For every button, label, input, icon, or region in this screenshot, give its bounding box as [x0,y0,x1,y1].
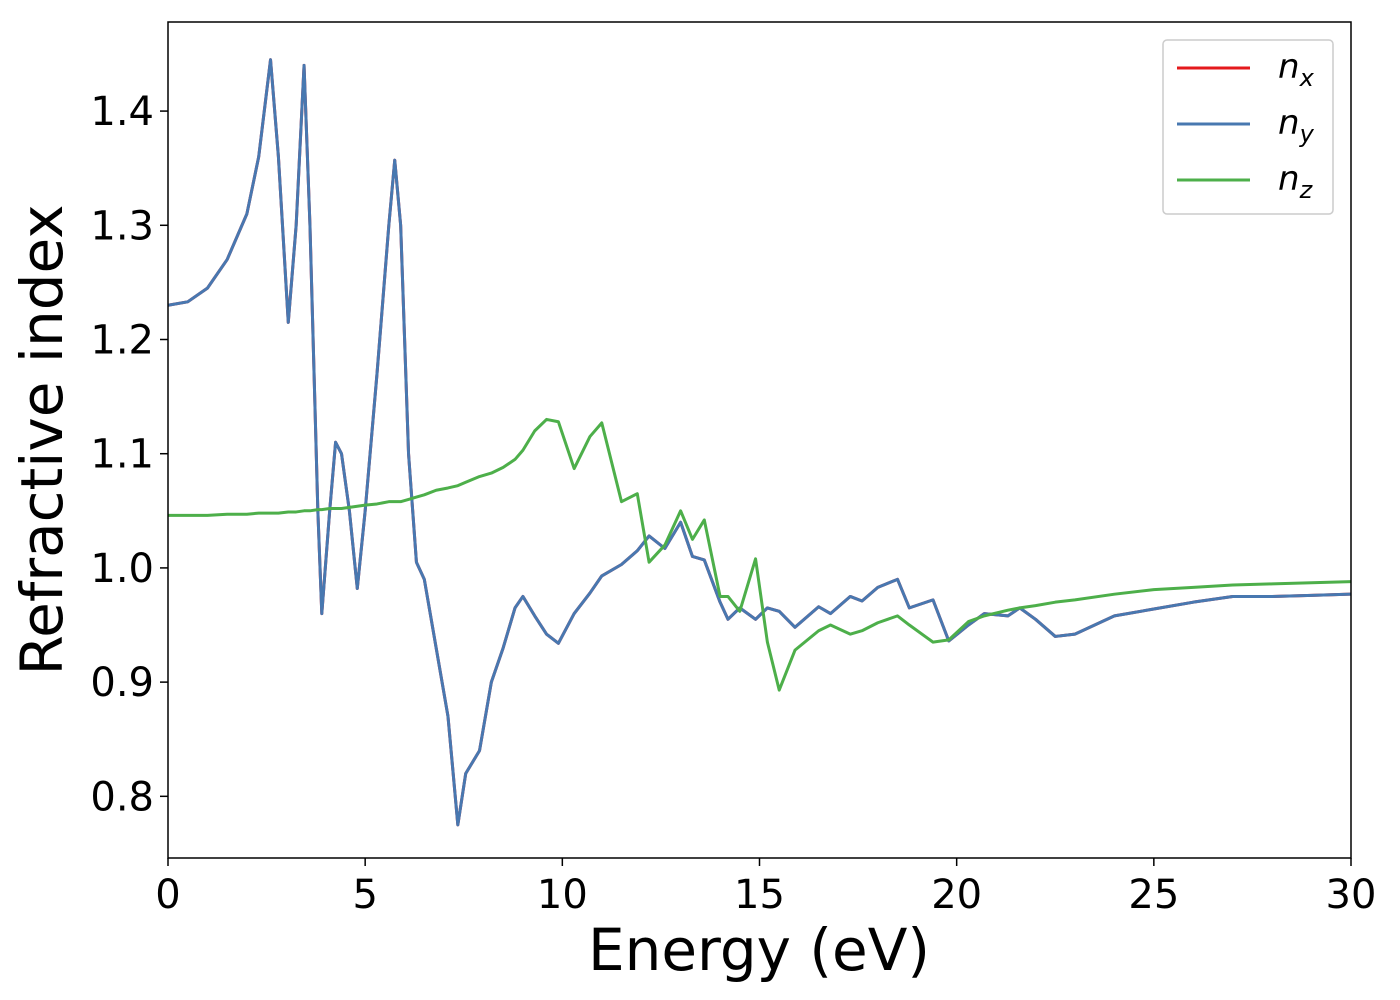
y-tick-label: 1.2 [90,317,154,363]
x-tick-label: 25 [1128,872,1179,918]
x-tick-label: 10 [537,872,588,918]
x-tick-label: 0 [155,872,180,918]
x-axis-label: Energy (eV) [588,916,930,984]
x-tick-label: 30 [1326,872,1377,918]
x-tick-label: 5 [352,872,377,918]
y-tick-label: 1.1 [90,432,154,478]
y-tick-label: 0.9 [90,660,154,706]
y-tick-label: 0.8 [90,774,154,820]
y-axis-label: Refractive index [8,204,76,675]
series-line [167,58,1352,827]
legend-box [1162,39,1334,215]
y-tick-label: 1.4 [90,89,154,135]
x-tick-label: 15 [734,872,785,918]
x-tick-label: 20 [931,872,982,918]
y-tick-label: 1.3 [90,203,154,249]
legend-label: nx [1278,47,1315,92]
legend-label: ny [1278,103,1315,148]
y-tick-label: 1.0 [90,546,154,592]
plot-frame [167,21,1352,859]
legend-label: nz [1278,159,1314,204]
series-line [168,417,1352,692]
